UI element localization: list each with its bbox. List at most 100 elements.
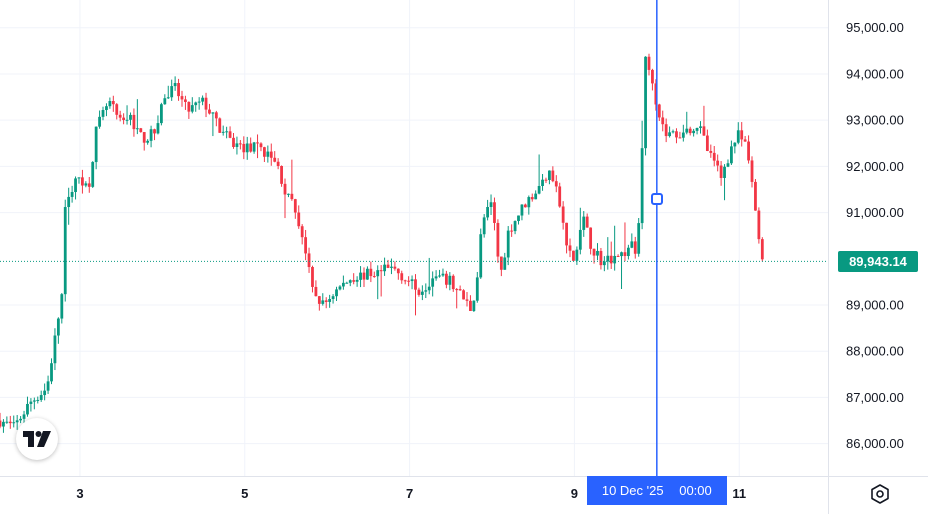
candle-body (427, 286, 431, 291)
candle-body (554, 181, 558, 187)
candle-body (187, 101, 191, 112)
candle-body (166, 97, 170, 99)
candle-body (297, 212, 301, 227)
candle-body (331, 296, 335, 300)
settings-icon[interactable] (868, 482, 892, 506)
candle-body (561, 206, 565, 223)
candle-body (170, 86, 174, 98)
candle-body (26, 403, 29, 415)
candle-body (647, 56, 651, 70)
x-tick-label: 5 (241, 486, 248, 501)
candle-body (510, 230, 514, 232)
candle-body (101, 110, 105, 117)
candle-body (348, 280, 352, 283)
y-axis[interactable]: 95,000.00 94,000.00 93,000.00 92,000.00 91,0… (846, 20, 904, 451)
candle-body (43, 390, 47, 396)
candle-body (592, 248, 596, 256)
candle-body (448, 275, 452, 285)
candle-body (87, 183, 91, 187)
candle-body (681, 132, 685, 138)
crosshair-time: 00:00 (679, 483, 712, 498)
candle-body (719, 165, 723, 178)
candles (0, 53, 764, 433)
candle-body (214, 112, 218, 119)
candle-body (197, 101, 201, 103)
y-tick-label: 87,000.00 (846, 390, 904, 405)
candle-body (695, 127, 699, 131)
candle-body (393, 266, 397, 269)
candle-body (293, 199, 297, 213)
candle-body (53, 335, 57, 364)
candle-body (709, 150, 713, 153)
candle-body (225, 131, 229, 133)
candle-body (352, 280, 356, 282)
candle-body (623, 252, 627, 257)
candle-body (70, 192, 74, 197)
candle-body (307, 253, 311, 268)
y-tick-label: 88,000.00 (846, 344, 904, 359)
candle-body (383, 264, 386, 272)
candle-body (712, 152, 716, 161)
candle-body (640, 148, 644, 224)
candle-body (125, 119, 129, 121)
candle-body (589, 227, 593, 249)
x-tick-label: 11 (732, 486, 746, 501)
candle-body (541, 179, 544, 186)
y-tick-label: 91,000.00 (846, 205, 904, 220)
candle-body (527, 197, 531, 208)
candle-body (63, 207, 67, 295)
candle-body (208, 109, 211, 114)
candle-body (153, 129, 156, 134)
candle-body (596, 250, 599, 256)
candle-body (91, 162, 95, 187)
candle-body (688, 128, 692, 134)
candle-body (599, 250, 603, 266)
candle-body (283, 183, 287, 195)
candle-body (263, 147, 266, 157)
candle-body (606, 255, 610, 262)
candle-body (548, 170, 551, 180)
candle-body (111, 101, 115, 105)
candle-body (414, 279, 417, 290)
candle-body (716, 160, 720, 166)
crosshair-time-label: 10 Dec '25 00:00 (586, 476, 727, 505)
candle-body (743, 139, 747, 142)
x-axis[interactable]: 3 5 7 9 11 (76, 486, 746, 501)
candle-body (132, 114, 136, 130)
candle-body (410, 279, 414, 282)
candle-body (740, 130, 744, 140)
candle-body (245, 143, 249, 153)
candle-body (578, 229, 582, 250)
candle-body (513, 221, 517, 232)
candle-body (475, 277, 479, 301)
crosshair-drag-handle[interactable] (650, 193, 663, 205)
candle-body (184, 99, 187, 102)
candle-body (585, 216, 589, 228)
settings-hexagon-glyph (871, 484, 889, 504)
candle-body (551, 170, 555, 182)
candle-body (685, 128, 689, 133)
candle-body (159, 104, 163, 124)
candle-body (757, 210, 761, 240)
candle-body (173, 83, 177, 87)
candle-body (424, 290, 428, 292)
candle-body (726, 163, 730, 167)
candle-body (135, 128, 139, 130)
candle-body (98, 116, 101, 127)
candle-body (77, 177, 81, 179)
last-price-badge: 89,943.14 (838, 250, 918, 272)
candle-body (736, 130, 740, 143)
candle-body (201, 97, 204, 102)
candle-body (341, 282, 345, 287)
candle-body (345, 282, 349, 284)
y-tick-label: 95,000.00 (846, 20, 904, 35)
candle-body (317, 296, 321, 304)
candle-body (115, 104, 119, 115)
candle-body (321, 300, 325, 304)
tradingview-logo-icon[interactable] (16, 418, 58, 460)
candle-body (651, 69, 654, 84)
candle-body (12, 422, 16, 424)
candle-body (558, 186, 562, 207)
